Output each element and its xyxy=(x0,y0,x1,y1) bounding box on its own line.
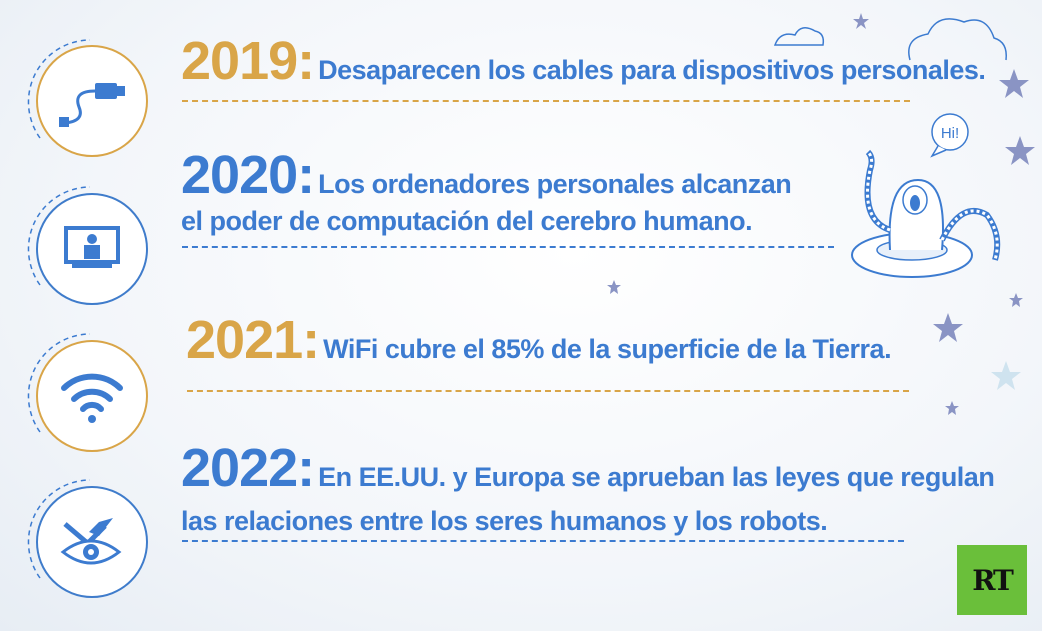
entry-description: Desaparecen los cables para dispositivos… xyxy=(318,55,986,85)
star-icon xyxy=(933,313,963,342)
star-icon xyxy=(991,361,1021,390)
rt-logo-text: RT xyxy=(972,563,1014,597)
circle-arc-decoration xyxy=(27,479,91,579)
icon-circle-2019 xyxy=(36,45,148,157)
star-icon xyxy=(607,280,621,294)
star-icon xyxy=(945,401,959,415)
robot-speech: Hi! xyxy=(941,125,959,142)
circle-arc-decoration xyxy=(27,333,91,433)
rt-logo: RT xyxy=(957,545,1027,615)
circle-arc-decoration xyxy=(27,39,91,139)
wifi-icon xyxy=(61,373,123,423)
star-icon xyxy=(853,13,869,29)
icon-circle-2021 xyxy=(36,340,148,452)
usb-cable-icon xyxy=(59,83,125,127)
entry-2022: 2022: En EE.UU. y Europa se aprueban las… xyxy=(181,437,995,499)
entry-description: En EE.UU. y Europa se aprueban las leyes… xyxy=(318,462,995,492)
year-label: 2022: xyxy=(181,438,315,498)
year-label: 2020: xyxy=(181,145,315,205)
entry-2020: 2020: Los ordenadores personales alcanza… xyxy=(181,144,801,206)
entry-2019: 2019: Desaparecen los cables para dispos… xyxy=(181,30,986,92)
entry-description: Los ordenadores personales alcanzan xyxy=(318,169,792,199)
entry-description: WiFi cubre el 85% de la superficie de la… xyxy=(323,334,892,364)
divider xyxy=(182,246,834,248)
year-label: 2021: xyxy=(186,310,320,370)
divider xyxy=(182,100,910,102)
robot-octopus-icon: Hi! xyxy=(851,113,1001,278)
monitor-person-icon xyxy=(64,226,120,268)
divider xyxy=(182,540,904,542)
circle-arc-decoration xyxy=(27,186,91,286)
entry-description-cont: las relaciones entre los seres humanos y… xyxy=(181,506,828,536)
icon-circle-2020 xyxy=(36,193,148,305)
divider xyxy=(187,390,909,392)
star-icon xyxy=(1009,293,1023,307)
year-label: 2019: xyxy=(181,31,315,91)
entry-description-cont: el poder de computación del cerebro huma… xyxy=(181,206,753,236)
cloud-decoration xyxy=(773,18,1007,61)
eye-tools-icon xyxy=(60,518,122,565)
star-icon xyxy=(1005,136,1035,165)
star-icon xyxy=(999,69,1029,98)
entry-2021: 2021: WiFi cubre el 85% de la superficie… xyxy=(186,309,892,371)
icon-circle-2022 xyxy=(36,486,148,598)
